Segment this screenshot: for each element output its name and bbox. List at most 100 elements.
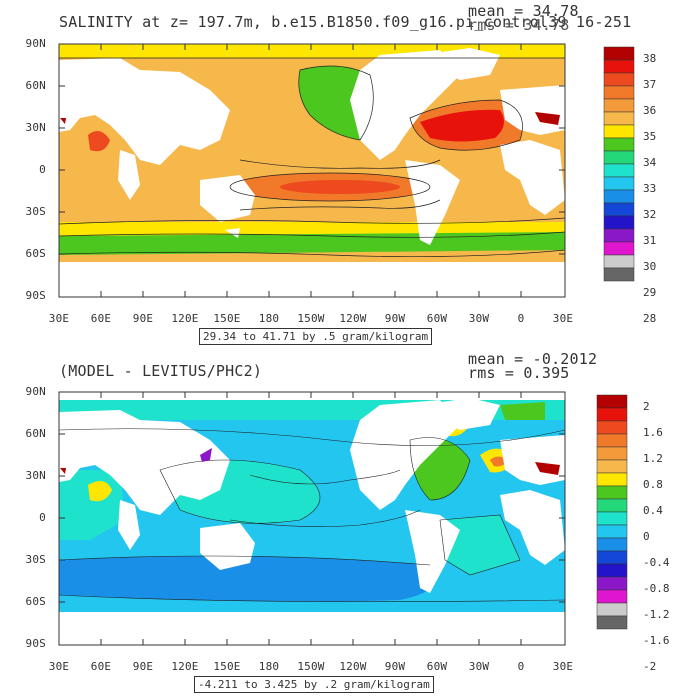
colorbar-swatch [603,72,635,87]
panel2-lon-label: 90W [384,660,406,673]
colorbar-label: -0.8 [643,582,670,595]
colorbar-label: -2 [643,660,657,673]
panel1-title: SALINITY at z= 197.7m, b.e15.B1850.f09_g… [59,13,632,31]
colorbar-swatch [603,59,635,74]
colorbar-label: 38 [643,52,657,65]
panel1-range-box: 29.34 to 41.71 by .5 gram/kilogram [199,328,433,345]
panel1-lon-label: 60W [426,312,448,325]
colorbar-swatch [596,459,628,474]
panel2-lon-label: 60W [426,660,448,673]
colorbar-swatch [603,111,635,126]
panel2-lon-label: 30W [468,660,490,673]
panel2-lat-label: 60N [25,427,46,440]
panel2-range-box: -4.211 to 3.425 by .2 gram/kilogram [194,676,434,693]
panel1-lat-label: 60S [25,247,46,260]
panel1-rms: rms = 34.78 [468,16,570,34]
panel1-lat-label: 90N [25,37,46,50]
panel1-lon-label: 150W [297,312,325,325]
colorbar-label: 1.2 [643,452,663,465]
panel2-lat-label: 30N [25,469,46,482]
colorbar-swatch [596,433,628,448]
colorbar-swatch [596,537,628,552]
panel2-mean: mean = -0.2012 [468,350,598,368]
panel2-lon-label: 30E [552,660,574,673]
colorbar-swatch [596,472,628,487]
colorbar-swatch [603,189,635,204]
panel1-mean: mean = 34.78 [468,2,579,20]
colorbar-label: 36 [643,104,657,117]
panel2-lat-label: 0 [39,511,46,524]
panel1-lat-label: 90S [25,289,46,302]
panel1-lon-label: 90W [384,312,406,325]
colorbar-label: -0.4 [643,556,670,569]
panel2-lon-label: 60E [90,660,112,673]
panel1-lon-label: 120E [171,312,199,325]
colorbar-swatch [596,576,628,591]
colorbar-swatch [603,267,635,282]
panel1-lat-label: 0 [39,163,46,176]
colorbar-swatch [603,176,635,191]
panel2-lat-label: 60S [25,595,46,608]
colorbar-swatch [596,550,628,565]
panel1-lon-label: 30W [468,312,490,325]
colorbar-label: 37 [643,78,657,91]
panel1-lon-label: 180 [258,312,280,325]
colorbar-swatch [603,215,635,230]
panel2-lon-label: 90E [132,660,154,673]
colorbar-swatch [596,420,628,435]
colorbar-swatch [603,46,635,61]
colorbar-swatch [596,524,628,539]
panel1-lat-label: 30N [25,121,46,134]
colorbar-label: 31 [643,234,657,247]
panel2-lon-label: 150E [213,660,241,673]
colorbar-swatch [596,407,628,422]
panel2-lon-label: 150W [297,660,325,673]
colorbar-label: 34 [643,156,657,169]
panel2-lat-label: 90N [25,385,46,398]
panel2-lat-label: 30S [25,553,46,566]
colorbar-label: 33 [643,182,657,195]
panel1-lon-label: 150E [213,312,241,325]
panel1-lon-label: 60E [90,312,112,325]
panel2-colorbar [596,394,628,630]
colorbar-label: 30 [643,260,657,273]
panel1-colorbar [603,46,635,282]
colorbar-swatch [603,163,635,178]
colorbar-label: -1.6 [643,634,670,647]
panel2-lon-label: 120W [339,660,367,673]
panel2-lat-label: 90S [25,637,46,650]
panel1-ticks [59,43,565,297]
colorbar-swatch [603,241,635,256]
panel2-lon-label: 0 [517,660,525,673]
colorbar-label: 0 [643,530,650,543]
colorbar-label: 2 [643,400,650,413]
colorbar-swatch [596,498,628,513]
panel2-lon-label: 180 [258,660,280,673]
colorbar-swatch [603,254,635,269]
panel1-lon-label: 30E [48,312,70,325]
panel1-map [59,44,565,297]
colorbar-label: 1.6 [643,426,663,439]
colorbar-swatch [596,394,628,409]
colorbar-swatch [603,98,635,113]
panel2-title: (MODEL - LEVITUS/PHC2) [59,362,263,380]
colorbar-label: -1.2 [643,608,670,621]
panel1-lon-label: 30E [552,312,574,325]
panel2-lon-label: 30E [48,660,70,673]
colorbar-swatch [596,563,628,578]
colorbar-label: 29 [643,286,657,299]
colorbar-swatch [596,615,628,630]
panel2-ticks [59,392,565,645]
panel1-lon-label: 0 [517,312,525,325]
colorbar-label: 32 [643,208,657,221]
colorbar-label: 35 [643,130,657,143]
colorbar-swatch [603,85,635,100]
colorbar-swatch [603,150,635,165]
panel1-lat-label: 30S [25,205,46,218]
panel1-lon-label: 120W [339,312,367,325]
colorbar-swatch [596,602,628,617]
colorbar-swatch [596,511,628,526]
colorbar-swatch [596,446,628,461]
colorbar-swatch [596,485,628,500]
